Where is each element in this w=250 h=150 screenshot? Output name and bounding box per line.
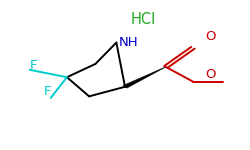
Text: O: O xyxy=(205,69,216,81)
Text: NH: NH xyxy=(119,36,139,49)
Polygon shape xyxy=(123,67,166,88)
Text: F: F xyxy=(30,59,37,72)
Text: HCl: HCl xyxy=(131,12,156,27)
Text: O: O xyxy=(205,30,216,43)
Text: F: F xyxy=(44,85,51,98)
